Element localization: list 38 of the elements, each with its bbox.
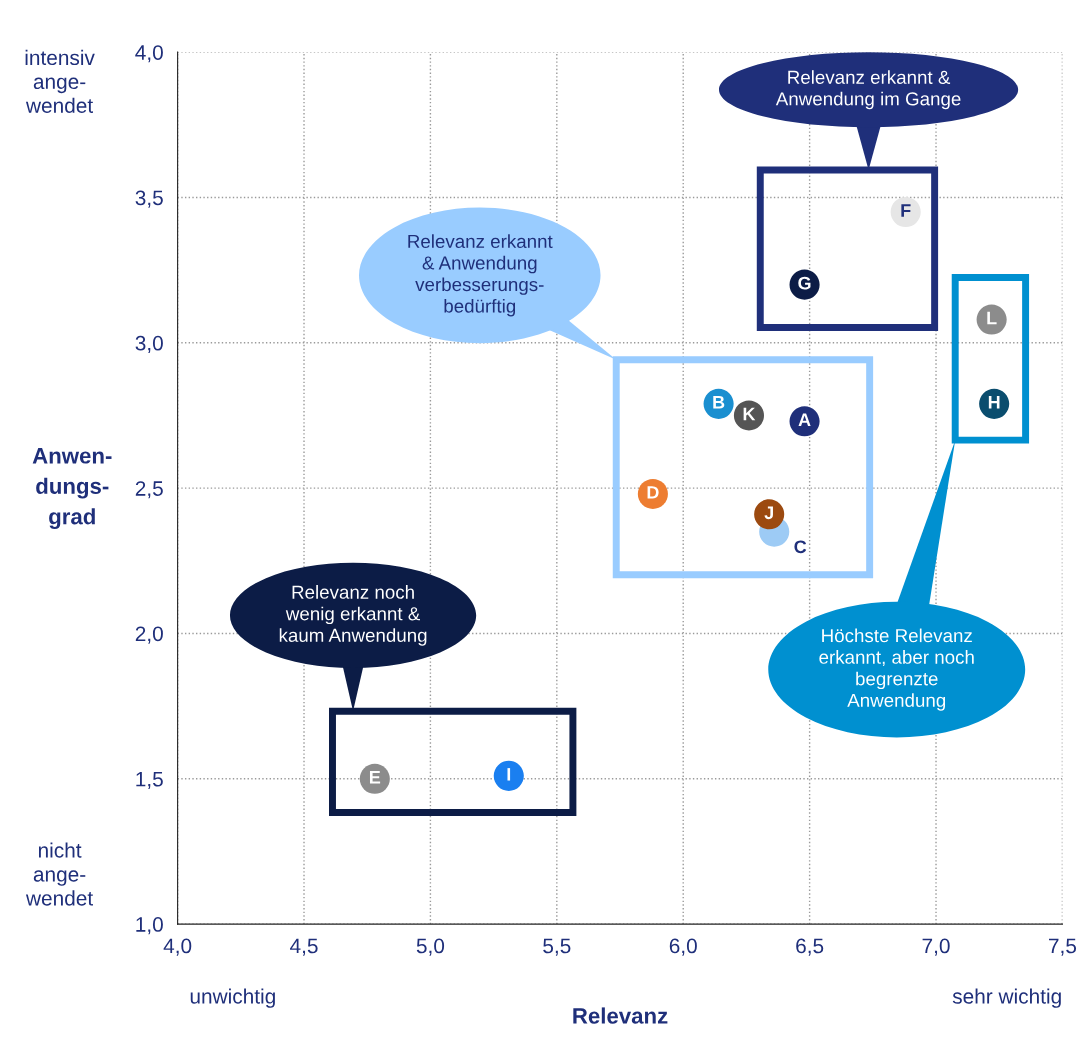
text: sehr wichtig — [952, 988, 1061, 1008]
x-tick-label: 6,5 — [796, 938, 824, 956]
y-axis-title: Anwen- dungs- grad — [32, 448, 112, 529]
y-tick-label: 2,5 — [135, 481, 163, 499]
annotation: Relevanz erkannt & Anwendung verbesserungs- bedürftig — [408, 234, 553, 317]
series-label: B — [713, 396, 725, 409]
x-tick-label: 5,5 — [543, 938, 571, 956]
x-tick-label: 4,5 — [290, 938, 318, 956]
point — [493, 760, 524, 791]
x-tick-label: 7,5 — [1049, 938, 1077, 956]
text: intensiv ange- wendet — [25, 49, 95, 113]
series-label: F — [901, 204, 911, 217]
annotation: Höchste Relevanz erkannt, aber noch begrenzte Anwendung — [819, 628, 974, 711]
series-label: D — [647, 486, 659, 499]
series-label: J — [764, 506, 773, 520]
annotation: Relevanz erkannt & Anwendung im Gange — [775, 70, 961, 110]
series-label: G — [798, 276, 811, 290]
series-label: H — [988, 396, 1000, 409]
y-tick-label: 1,0 — [136, 917, 163, 935]
series-label: L — [987, 311, 997, 325]
series-label: K — [743, 407, 756, 421]
series-label: A — [798, 413, 811, 426]
y-tick-label: 2,0 — [135, 626, 163, 644]
x-tick-label: 6,0 — [669, 938, 697, 956]
x-axis-title: Relevanz — [573, 1007, 668, 1024]
text: unwichtig — [190, 988, 275, 1008]
y-tick-label: 1,5 — [136, 771, 163, 789]
y-tick-label: 4,0 — [135, 45, 163, 63]
annotation: Relevanz noch wenig erkannt & kaum Anwendung — [279, 585, 427, 646]
series-label: E — [369, 771, 381, 784]
x-tick-label: 4,0 — [163, 938, 192, 956]
x-tick-label: 5,0 — [416, 938, 445, 956]
x-tick-label: 7,0 — [922, 938, 950, 956]
y-tick-label: 3,0 — [135, 335, 163, 354]
text: nicht ange- wendet — [25, 842, 93, 906]
series-label: I — [507, 768, 511, 781]
y-tick-label: 3,5 — [135, 190, 163, 208]
series-label: C — [794, 540, 807, 554]
